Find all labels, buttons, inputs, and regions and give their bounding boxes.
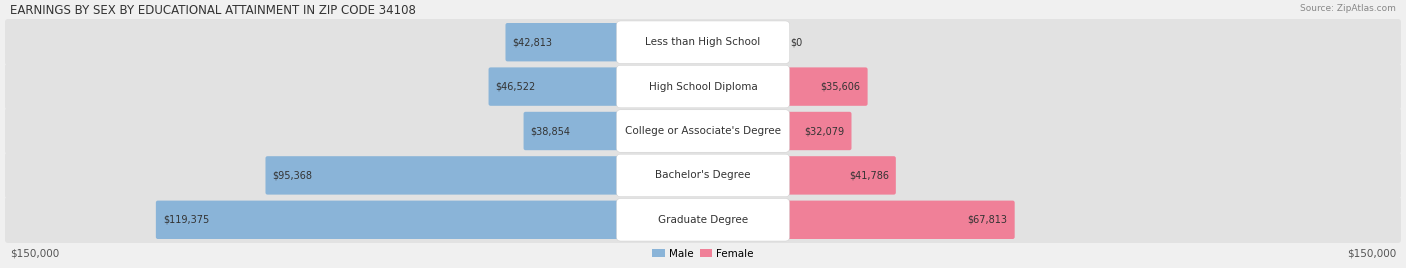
Text: $38,854: $38,854 <box>530 126 571 136</box>
FancyBboxPatch shape <box>6 108 1400 154</box>
Text: High School Diploma: High School Diploma <box>648 81 758 92</box>
Text: $46,522: $46,522 <box>495 81 536 92</box>
FancyBboxPatch shape <box>616 110 790 152</box>
Text: Graduate Degree: Graduate Degree <box>658 215 748 225</box>
Text: EARNINGS BY SEX BY EDUCATIONAL ATTAINMENT IN ZIP CODE 34108: EARNINGS BY SEX BY EDUCATIONAL ATTAINMEN… <box>10 4 416 17</box>
FancyBboxPatch shape <box>488 67 704 106</box>
FancyBboxPatch shape <box>702 67 868 106</box>
FancyBboxPatch shape <box>616 199 790 241</box>
FancyBboxPatch shape <box>266 156 704 195</box>
Text: $119,375: $119,375 <box>163 215 209 225</box>
FancyBboxPatch shape <box>6 152 1400 199</box>
Text: $42,813: $42,813 <box>513 37 553 47</box>
Text: College or Associate's Degree: College or Associate's Degree <box>626 126 780 136</box>
FancyBboxPatch shape <box>523 112 704 150</box>
Text: $41,786: $41,786 <box>849 170 889 180</box>
Text: $0: $0 <box>790 37 803 47</box>
Text: $95,368: $95,368 <box>273 170 312 180</box>
FancyBboxPatch shape <box>702 156 896 195</box>
Text: $150,000: $150,000 <box>10 249 59 259</box>
FancyBboxPatch shape <box>156 201 704 239</box>
Text: Less than High School: Less than High School <box>645 37 761 47</box>
Text: $67,813: $67,813 <box>967 215 1008 225</box>
Text: $32,079: $32,079 <box>804 126 845 136</box>
FancyBboxPatch shape <box>616 65 790 108</box>
FancyBboxPatch shape <box>6 64 1400 110</box>
Text: $35,606: $35,606 <box>821 81 860 92</box>
Legend: Male, Female: Male, Female <box>648 244 758 263</box>
Text: Source: ZipAtlas.com: Source: ZipAtlas.com <box>1301 4 1396 13</box>
FancyBboxPatch shape <box>702 201 1015 239</box>
FancyBboxPatch shape <box>6 197 1400 243</box>
FancyBboxPatch shape <box>616 154 790 197</box>
Text: Bachelor's Degree: Bachelor's Degree <box>655 170 751 180</box>
FancyBboxPatch shape <box>6 19 1400 65</box>
FancyBboxPatch shape <box>616 21 790 64</box>
FancyBboxPatch shape <box>702 112 852 150</box>
FancyBboxPatch shape <box>506 23 704 61</box>
Text: $150,000: $150,000 <box>1347 249 1396 259</box>
